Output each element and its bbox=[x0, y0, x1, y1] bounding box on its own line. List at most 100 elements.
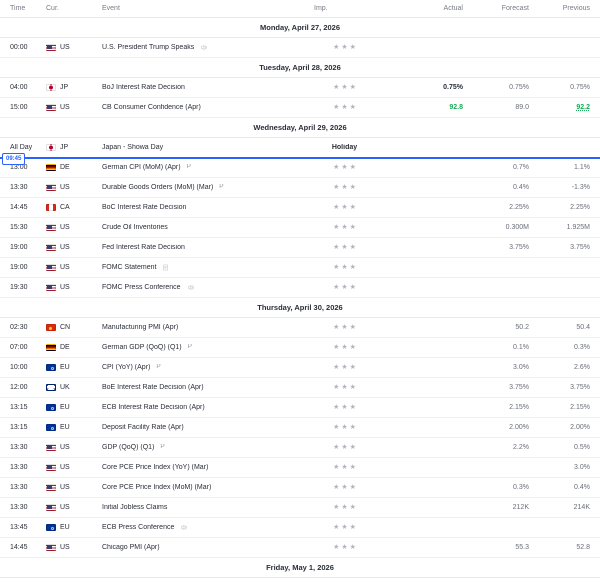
event-cell: BoE Interest Rate Decision (Apr) bbox=[102, 384, 292, 391]
table-row[interactable]: 02:30 CN Manufacturing PMI (Apr) ★ ★ ★ 50.2 50.… bbox=[0, 318, 600, 338]
forecast-value: 3.0% bbox=[513, 364, 529, 371]
event-name: Deposit Facility Rate (Apr) bbox=[102, 424, 184, 431]
event-cell: German CPI (MoM) (Apr) P bbox=[102, 164, 292, 171]
currency-code: DE bbox=[60, 344, 70, 351]
importance-cell: ★ ★ ★ bbox=[292, 544, 397, 551]
event-name: Japan - Showa Day bbox=[102, 144, 164, 151]
previous-value: 1.1% bbox=[574, 164, 590, 171]
importance-cell: ★ ★ ★ bbox=[292, 264, 397, 271]
star-icon: ★ bbox=[349, 104, 356, 111]
star-icon: ★ bbox=[333, 224, 340, 231]
event-name: FOMC Press Conference bbox=[102, 284, 181, 291]
event-revision: P bbox=[160, 444, 165, 451]
previous-value: 3.75% bbox=[570, 244, 590, 251]
table-row[interactable]: 14:45 CA BoC Interest Rate Decision ★ ★ ★ 2.25… bbox=[0, 198, 600, 218]
table-row[interactable]: 19:00 US FOMC Statement ★ ★ ★ bbox=[0, 258, 600, 278]
currency-cell: CN bbox=[46, 324, 102, 331]
previous-value: 2.15% bbox=[570, 404, 590, 411]
event-cell: Chicago PMI (Apr) bbox=[102, 544, 292, 551]
event-cell: Deposit Facility Rate (Apr) bbox=[102, 424, 292, 431]
star-icon: ★ bbox=[349, 364, 356, 371]
forecast-value: 89.0 bbox=[515, 104, 529, 111]
flag-icon-de bbox=[46, 344, 56, 351]
header-event[interactable]: Event bbox=[102, 5, 120, 12]
previous-value: 0.3% bbox=[574, 344, 590, 351]
table-row[interactable]: 12:00 UK BoE Interest Rate Decision (Apr) ★… bbox=[0, 378, 600, 398]
header-actual[interactable]: Actual bbox=[443, 5, 463, 12]
table-row[interactable]: 13:15 EU Deposit Facility Rate (Apr) ★ ★ ★ 2.0… bbox=[0, 418, 600, 438]
star-icon: ★ bbox=[349, 224, 356, 231]
currency-code: US bbox=[60, 284, 70, 291]
document-icon[interactable] bbox=[162, 264, 169, 271]
flag-icon-us bbox=[46, 464, 56, 471]
table-row[interactable]: 15:00 US CB Consumer Confidence (Apr) ★ ★ ★ 92… bbox=[0, 98, 600, 118]
header-previous[interactable]: Previous bbox=[562, 5, 590, 12]
star-icon: ★ bbox=[349, 424, 356, 431]
event-cell: German GDP (QoQ) (Q1) P bbox=[102, 344, 292, 351]
table-row[interactable]: 15:30 US Crude Oil Inventories ★ ★ ★ 0.300M 1.9… bbox=[0, 218, 600, 238]
currency-cell: US bbox=[46, 504, 102, 511]
flag-icon-uk bbox=[46, 384, 56, 391]
star-icon: ★ bbox=[349, 164, 356, 171]
star-icon: ★ bbox=[341, 404, 348, 411]
table-row[interactable]: 00:00 US U.S. President Trump Speaks ★ ★ ★ bbox=[0, 38, 600, 58]
currency-cell: JP bbox=[46, 144, 102, 151]
table-row[interactable]: 19:30 US FOMC Press Conference ★ ★ ★ bbox=[0, 278, 600, 298]
event-name: U.S. President Trump Speaks bbox=[102, 44, 195, 51]
table-row[interactable]: 13:30 US Durable Goods Orders (MoM) (Mar) P… bbox=[0, 178, 600, 198]
speaker-icon[interactable] bbox=[200, 44, 207, 51]
day-separator: Wednesday, April 29, 2026 bbox=[0, 118, 600, 138]
star-icon: ★ bbox=[333, 204, 340, 211]
header-currency[interactable]: Cur. bbox=[46, 5, 59, 12]
event-name: Initial Jobless Claims bbox=[102, 504, 168, 511]
table-row[interactable]: 14:45 US Chicago PMI (Apr) ★ ★ ★ 55.3 52.8 bbox=[0, 538, 600, 558]
header-forecast[interactable]: Forecast bbox=[501, 5, 529, 12]
header-time[interactable]: Time bbox=[10, 5, 26, 12]
event-name: Core PCE Price Index (YoY) (Mar) bbox=[102, 464, 209, 471]
previous-value: 0.5% bbox=[574, 444, 590, 451]
event-time: 13:30 bbox=[10, 484, 28, 491]
table-row[interactable]: 13:30 US Core PCE Price Index (MoM) (Mar) ★… bbox=[0, 478, 600, 498]
star-icon: ★ bbox=[349, 484, 356, 491]
star-icon: ★ bbox=[349, 504, 356, 511]
speaker-icon[interactable] bbox=[180, 524, 188, 531]
currency-code: EU bbox=[60, 404, 70, 411]
table-row[interactable]: 13:45 EU ECB Press Conference ★ ★ ★ bbox=[0, 518, 600, 538]
flag-icon-eu bbox=[46, 524, 56, 531]
flag-icon-eu bbox=[46, 364, 56, 371]
flag-icon-us bbox=[46, 264, 56, 271]
event-cell: CPI (YoY) (Apr) P bbox=[102, 364, 292, 371]
table-row[interactable]: 13:15 EU ECB Interest Rate Decision (Apr) ★… bbox=[0, 398, 600, 418]
table-row[interactable]: 13:00 DE German CPI (MoM) (Apr) P ★ ★ ★ 0.7% 1.1… bbox=[0, 158, 600, 178]
star-icon: ★ bbox=[341, 164, 348, 171]
table-row[interactable]: 13:30 US GDP (QoQ) (Q1) P ★ ★ ★ 2.2% 0.5% bbox=[0, 438, 600, 458]
table-row[interactable]: 04:00 JP BoJ Interest Rate Decision ★ ★ ★ 0.75… bbox=[0, 78, 600, 98]
currency-cell: US bbox=[46, 104, 102, 111]
event-name: GDP (QoQ) (Q1) bbox=[102, 444, 155, 451]
speaker-icon[interactable] bbox=[187, 284, 194, 291]
header-importance[interactable]: Imp. bbox=[314, 5, 328, 12]
day-separator: Tuesday, April 28, 2026 bbox=[0, 58, 600, 78]
importance-cell: ★ ★ ★ bbox=[292, 224, 397, 231]
table-row[interactable]: 07:00 DE German GDP (QoQ) (Q1) P ★ ★ ★ 0.1% 0.3% bbox=[0, 338, 600, 358]
importance-cell: ★ ★ ★ bbox=[292, 444, 397, 451]
flag-icon-jp bbox=[46, 144, 56, 151]
flag-icon-us bbox=[46, 244, 56, 251]
table-row[interactable]: 10:00 EU CPI (YoY) (Apr) P ★ ★ ★ 3.0% 2.6% bbox=[0, 358, 600, 378]
actual-value: 0.75% bbox=[443, 84, 463, 91]
table-row[interactable]: 19:00 US Fed Interest Rate Decision ★ ★ ★ 3.75… bbox=[0, 238, 600, 258]
importance-stars: ★ ★ ★ bbox=[333, 204, 356, 211]
event-cell: Manufacturing PMI (Apr) bbox=[102, 324, 292, 331]
importance-stars: ★ ★ ★ bbox=[333, 424, 356, 431]
event-name: BoJ Interest Rate Decision bbox=[102, 84, 185, 91]
table-row[interactable]: All Day JP Japan - Showa Day Holiday bbox=[0, 138, 600, 158]
table-row[interactable]: 13:30 US Initial Jobless Claims ★ ★ ★ 212K 214K bbox=[0, 498, 600, 518]
star-icon: ★ bbox=[341, 364, 348, 371]
star-icon: ★ bbox=[349, 444, 356, 451]
currency-code: US bbox=[60, 264, 70, 271]
forecast-value: 0.3% bbox=[513, 484, 529, 491]
table-row[interactable]: 13:30 US Core PCE Price Index (YoY) (Mar) ★… bbox=[0, 458, 600, 478]
currency-code: US bbox=[60, 184, 70, 191]
event-time: 02:30 bbox=[10, 324, 28, 331]
